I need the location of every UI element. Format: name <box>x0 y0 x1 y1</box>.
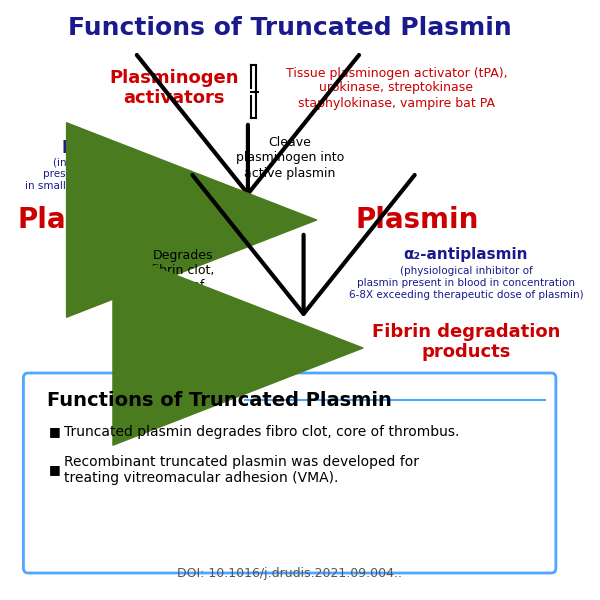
Text: Degrades
fibrin clot,
core of
thrombus: Degrades fibrin clot, core of thrombus <box>151 249 215 307</box>
Text: Plasminogen: Plasminogen <box>17 206 218 234</box>
Text: Functions of Truncated Plasmin: Functions of Truncated Plasmin <box>47 391 391 409</box>
Text: Plasmin: Plasmin <box>356 206 479 234</box>
Text: α₂-antiplasmin: α₂-antiplasmin <box>404 247 528 263</box>
Text: Recombinant truncated plasmin was developed for
treating vitreomacular adhesion : Recombinant truncated plasmin was develo… <box>64 455 419 485</box>
Text: Fibrin degradation
products: Fibrin degradation products <box>372 323 560 361</box>
Text: PAI-1: PAI-1 <box>62 139 110 157</box>
Text: Truncated plasmin degrades fibro clot, core of thrombus.: Truncated plasmin degrades fibro clot, c… <box>64 425 460 439</box>
Text: Plasminogen
activators: Plasminogen activators <box>109 68 238 107</box>
Text: (physiological inhibitor of
plasmin present in blood in concentration
6-8X excee: (physiological inhibitor of plasmin pres… <box>349 266 583 299</box>
Text: ■: ■ <box>49 463 60 476</box>
Text: Functions of Truncated Plasmin: Functions of Truncated Plasmin <box>68 16 512 40</box>
Text: Fibrin: Fibrin <box>179 338 248 358</box>
Text: DOI: 10.1016/j.drudis.2021.09.004..: DOI: 10.1016/j.drudis.2021.09.004.. <box>177 568 402 581</box>
Text: Cleave
plasminogen into
active plasmin: Cleave plasminogen into active plasmin <box>236 136 344 179</box>
FancyBboxPatch shape <box>23 373 556 573</box>
Text: ■: ■ <box>49 425 60 439</box>
Text: (inhibits tPA,
present in blood
in small concentration): (inhibits tPA, present in blood in small… <box>25 157 146 191</box>
Text: Tissue plasminogen activator (tPA),
urokinase, streptokinase
staphylokinase, vam: Tissue plasminogen activator (tPA), urok… <box>286 67 507 109</box>
